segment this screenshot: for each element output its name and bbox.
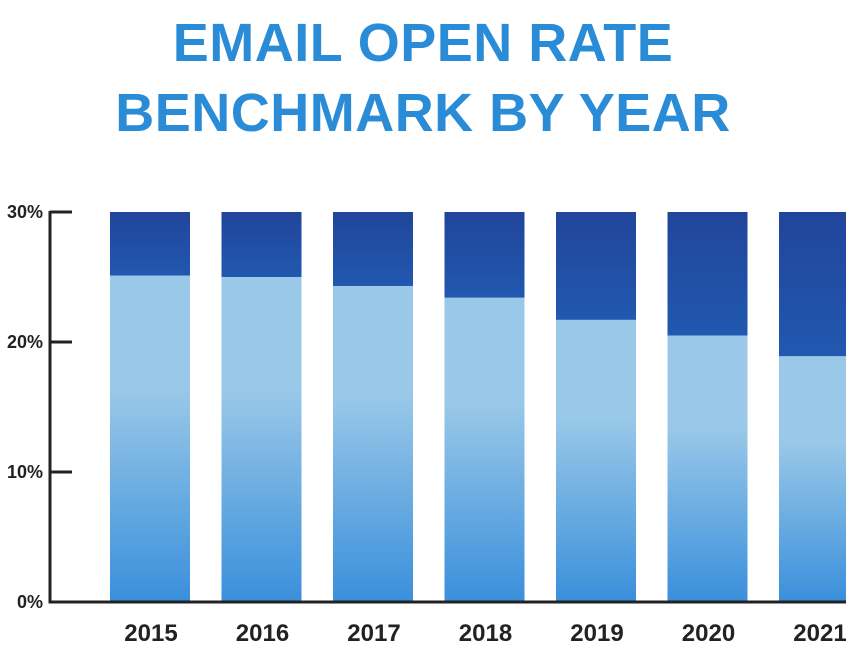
- bar-remainder-2019: [556, 212, 636, 320]
- y-tick-label-20: 20%: [7, 332, 43, 352]
- bar-remainder-2015: [110, 212, 190, 276]
- bar-open-rate-2016: [221, 277, 302, 602]
- x-tick-label-2021: 2021: [793, 620, 846, 647]
- y-tick-label-30: 30%: [7, 202, 43, 222]
- bar-open-rate-2015: [110, 275, 190, 602]
- chart-title-line-2: BENCHMARK BY YEAR: [115, 83, 731, 143]
- bars-group: [110, 212, 846, 602]
- x-tick-label-2017: 2017: [347, 620, 400, 647]
- chart-title-line-1: EMAIL OPEN RATE: [172, 13, 674, 73]
- bar-open-rate-2021: [779, 356, 846, 602]
- x-tick-label-2018: 2018: [459, 620, 512, 647]
- x-tick-label-2020: 2020: [682, 620, 735, 647]
- x-tick-label-2016: 2016: [236, 620, 289, 647]
- bar-open-rate-2019: [556, 319, 636, 602]
- bar-remainder-2016: [221, 212, 302, 277]
- axes-group: [48, 210, 846, 604]
- bar-open-rate-2018: [444, 297, 525, 602]
- x-tick-label-2019: 2019: [570, 620, 623, 647]
- bar-remainder-2017: [333, 212, 413, 287]
- x-tick-label-2015: 2015: [124, 620, 177, 647]
- labels-group: 2015 2016 2017 2018 2019 2020 2021 0% 10% 20% 30%: [7, 202, 846, 647]
- bar-remainder-2018: [444, 212, 525, 298]
- bar-open-rate-2017: [333, 286, 413, 602]
- y-tick-label-0: 0%: [17, 592, 43, 612]
- bar-remainder-2021: [779, 212, 846, 357]
- bar-remainder-2020: [667, 212, 748, 336]
- y-tick-label-10: 10%: [7, 462, 43, 482]
- bar-open-rate-2020: [667, 335, 748, 602]
- chart-title: EMAIL OPEN RATE BENCHMARK BY YEAR: [0, 8, 846, 148]
